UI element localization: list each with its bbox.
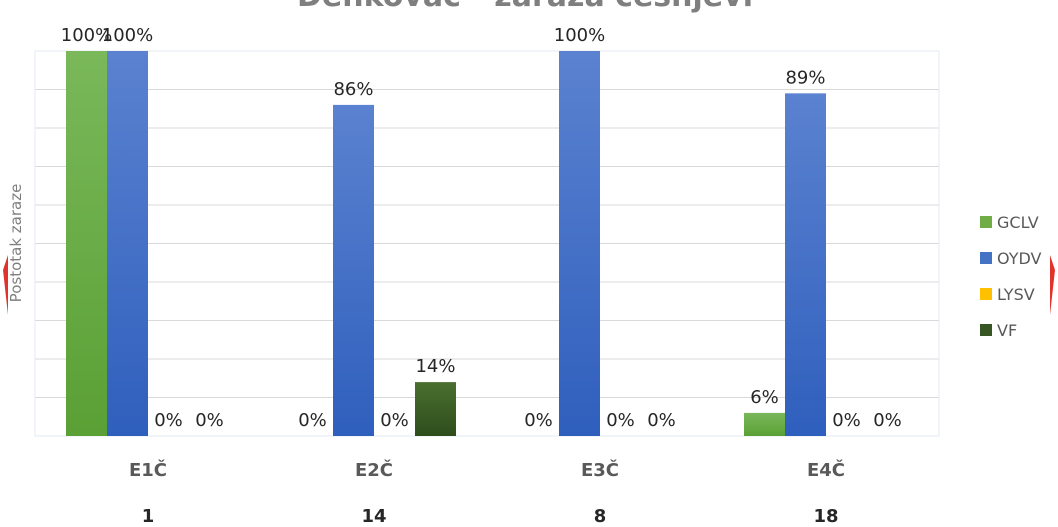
bar-gclv-0	[66, 51, 107, 436]
data-label-oydv-1: 86%	[333, 79, 373, 100]
category-count-0: 1	[142, 506, 155, 527]
data-label-oydv-0: 100%	[102, 25, 153, 46]
legend-label-oydv: OYDV	[997, 249, 1042, 268]
legend-label-gclv: GCLV	[997, 213, 1039, 232]
data-label-gclv-0: 100%	[61, 25, 112, 46]
data-label-lysv-3: 0%	[832, 410, 861, 431]
category-label-1: E2Č	[355, 459, 393, 481]
data-label-gclv-2: 0%	[524, 410, 553, 431]
bar-oydv-1	[333, 104, 374, 437]
legend-swatch-vf	[980, 324, 992, 336]
legend-label-lysv: LYSV	[997, 285, 1035, 304]
y-axis-label: Postotak zaraze	[7, 184, 25, 303]
plot-area-border	[34, 50, 940, 437]
data-label-lysv-2: 0%	[606, 410, 635, 431]
right-edge-marker	[1050, 255, 1055, 315]
data-label-oydv-2: 100%	[554, 25, 605, 46]
category-axis: E1Č 1 E2Č 14 E3Č 8 E4Č 18	[129, 459, 845, 527]
category-count-1: 14	[361, 506, 386, 527]
left-edge-marker	[3, 255, 8, 315]
chart-title: Denkovac - zaraza ćešnjevi	[297, 0, 753, 14]
legend-swatch-gclv	[980, 216, 992, 228]
category-label-0: E1Č	[129, 459, 167, 481]
data-label-gclv-1: 0%	[298, 410, 327, 431]
data-label-oydv-3: 89%	[785, 67, 825, 88]
data-labels: 100%100%0% 0% 0%86%0%14%0%100%0% 0%6%89%0% 0…	[61, 25, 902, 431]
bar-vf-1	[415, 382, 456, 436]
category-count-3: 18	[813, 506, 838, 527]
legend-swatch-lysv	[980, 288, 992, 300]
category-label-2: E3Č	[581, 459, 619, 481]
bar-oydv-3	[785, 93, 826, 436]
legend-label-vf: VF	[997, 321, 1017, 340]
category-label-3: E4Č	[807, 459, 845, 481]
bar-oydv-0	[107, 51, 148, 436]
data-label-vf-1: 14%	[415, 356, 455, 377]
data-label-lysv-0: 0%	[154, 410, 183, 431]
bar-gclv-3	[744, 412, 785, 436]
data-label-vf-3: 0%	[873, 410, 902, 431]
data-label-lysv-1: 0%	[380, 410, 409, 431]
bar-oydv-2	[559, 51, 600, 436]
legend-swatch-oydv	[980, 252, 992, 264]
legend: GCLV OYDV LYSV VF	[980, 213, 1042, 340]
data-label-vf-0: 0%	[195, 410, 224, 431]
data-label-vf-2: 0%	[647, 410, 676, 431]
data-label-gclv-3: 6%	[750, 387, 779, 408]
category-count-2: 8	[594, 506, 607, 527]
bars	[66, 51, 826, 437]
